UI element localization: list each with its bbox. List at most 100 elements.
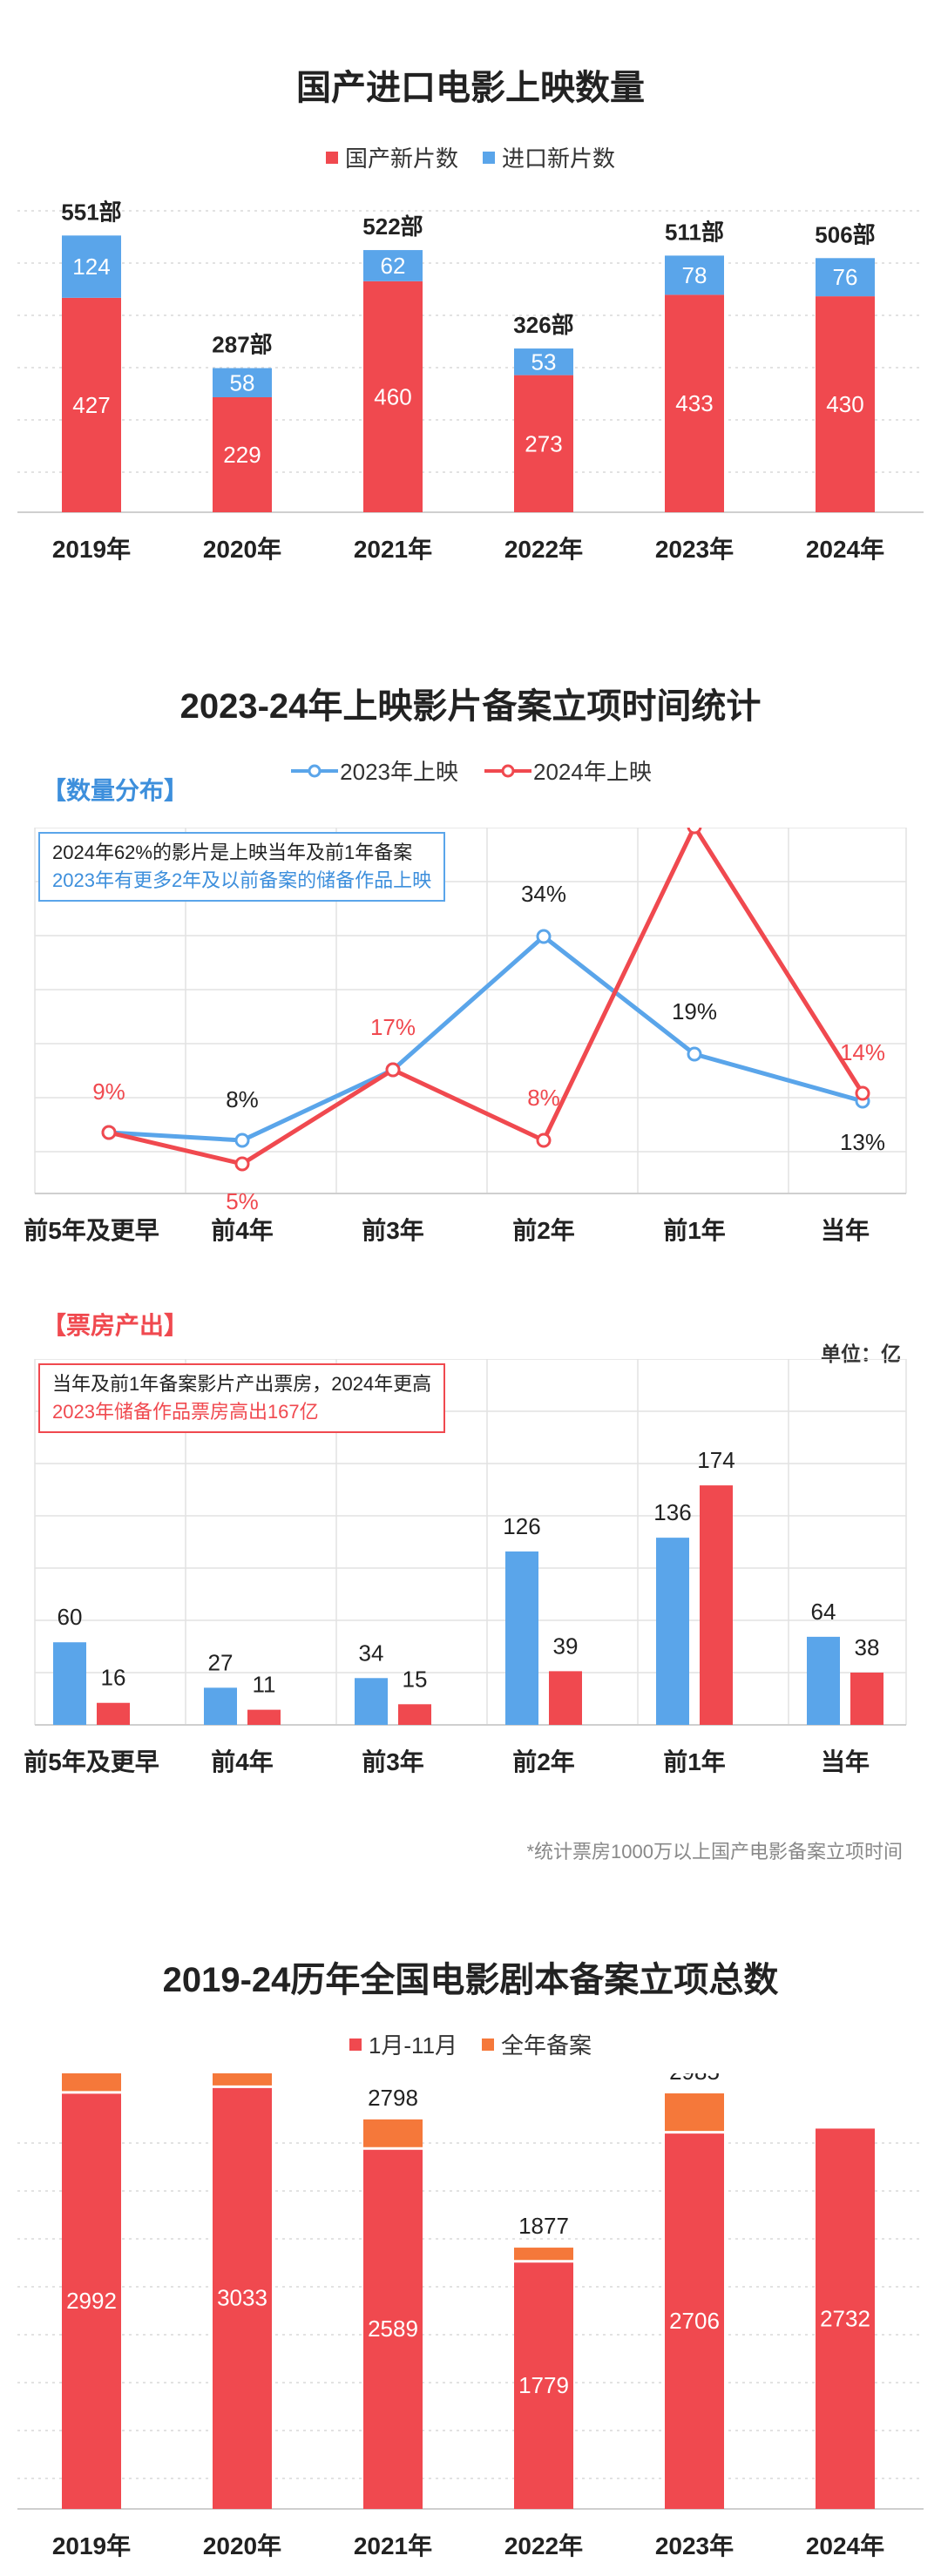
legend-item-full-year: 全年备案 [482,2028,592,2060]
data-point [536,929,552,944]
bar-label: 76 [833,264,858,290]
bar-value-label: 16 [101,1665,126,1691]
bar-2024 [549,1671,582,1725]
x-tick-label: 2019年 [52,2532,131,2559]
x-tick-label: 前5年及更早 [24,1748,159,1775]
bar-domestic [514,375,573,512]
bar-domestic [363,281,423,512]
bar-label: 273 [525,430,562,456]
bar-2023 [807,1636,840,1725]
data-label: 19% [672,998,717,1024]
legend-line-icon [291,764,339,777]
series-line-2024 [108,828,865,1166]
bar-2024 [97,1702,130,1725]
bar-label: 229 [223,442,261,468]
bar-full-year [62,2073,121,2093]
bar-label: 2706 [669,2308,720,2334]
data-point [536,1132,552,1148]
bar-jan-nov [816,2128,875,2509]
bar-import [665,255,724,295]
chart1-plot: 427 124 551部 2019年 229 58 287部 2020年 460 62 522部 20… [17,199,924,563]
data-point [385,1062,401,1078]
total-label: 511部 [665,219,724,245]
x-tick-label: 前1年 [663,1748,726,1775]
legend-label: 国产新片数 [344,145,458,172]
bar-2024 [700,1485,733,1725]
note-line: 2023年有更多2年及以前备案的储备作品上映 [52,869,432,891]
bar-jan-nov [665,2132,724,2509]
bar-value-label: 60 [58,1604,83,1630]
bar-full-year [213,2073,272,2087]
x-tick-label: 前2年 [512,1748,575,1775]
note-line: 当年及前1年备案影片产出票房，2024年更高 [52,1373,432,1395]
total-label: 287部 [212,332,272,358]
bar-import [514,348,573,375]
chart4-plot: 328529922019年313830332020年279825892021年1… [17,2073,924,2559]
bar-domestic [665,294,724,512]
x-tick-label: 2023年 [655,2532,734,2559]
bar-label: 124 [72,254,110,280]
x-tick-label: 2021年 [354,2532,432,2559]
bar-label: 2589 [368,2316,418,2342]
chart1-title: 国产进口电影上映数量 [296,69,645,107]
data-label: 17% [370,1014,416,1040]
legend-label: 2023年上映 [340,759,458,785]
total-label: 522部 [362,213,423,240]
bar-label: 433 [675,390,713,416]
footnote: *统计票房1000万以上国产电影备案立项时间 [526,1841,903,1863]
x-tick-label: 2022年 [504,2532,583,2559]
x-tick-label: 前4年 [211,1748,274,1775]
x-tick-label: 前5年及更早 [24,1216,159,1244]
x-tick-label: 2024年 [806,535,884,563]
bar-import [363,250,423,281]
bar-label: 53 [531,348,557,375]
x-tick-label: 前2年 [512,1216,575,1244]
chart4-legend: 1月-11月 全年备案 [0,2028,941,2060]
chart2-note: 2024年62%的影片是上映当年及前1年备案 2023年有更多2年及以前备案的储… [38,832,446,902]
unit-label: 单位：亿 [821,1342,901,1365]
total-label: 2985 [669,2073,720,2085]
bar-full-year [363,2119,423,2149]
bar-value-label: 174 [697,1447,735,1473]
legend-item-2024: 2024年上映 [483,754,652,787]
legend-item-import: 进口新片数 [483,141,615,173]
data-label: 5% [226,1188,259,1214]
bar-import [62,235,121,298]
bar-2024 [850,1672,883,1725]
bar-domestic [213,396,272,512]
chart2-title: 2023-24年上映影片备案立项时间统计 [179,687,762,726]
bar-label: 3033 [217,2285,267,2311]
data-label: 34% [521,881,566,907]
bar-2023 [656,1538,689,1725]
bar-domestic [62,297,121,512]
legend-label: 进口新片数 [502,145,616,172]
bar-jan-nov [62,2092,121,2509]
data-label: 8% [226,1086,259,1112]
bar-2024 [398,1704,431,1725]
x-tick-label: 前1年 [663,1216,726,1244]
data-point [855,1085,870,1101]
bar-2023 [505,1551,538,1725]
section-label-count: 【数量分布】 [42,777,189,804]
bar-label: 62 [381,253,406,279]
bar-label: 2732 [820,2306,870,2332]
bar-import [213,368,272,397]
x-tick-label: 2021年 [354,535,432,563]
data-label: 8% [527,1085,560,1111]
chart3-note: 当年及前1年备案影片产出票房，2024年更高 2023年储备作品票房高出167亿 [38,1363,446,1433]
bar-value-label: 136 [653,1499,691,1525]
legend-item-jan-nov: 1月-11月 [349,2028,457,2060]
bar-label: 430 [826,391,863,417]
bar-value-label: 64 [811,1599,836,1625]
total-label: 1877 [518,2213,569,2239]
chart1-legend: 国产新片数 进口新片数 [0,141,941,173]
legend-item-2023: 2023年上映 [289,754,458,787]
chart2-legend: 2023年上映 2024年上映 [0,754,941,787]
x-tick-label: 前3年 [362,1748,424,1775]
bar-jan-nov [363,2148,423,2509]
bar-jan-nov [213,2086,272,2509]
series-line-2023 [108,934,863,1143]
total-label: 326部 [513,312,573,338]
data-point [234,1132,250,1148]
